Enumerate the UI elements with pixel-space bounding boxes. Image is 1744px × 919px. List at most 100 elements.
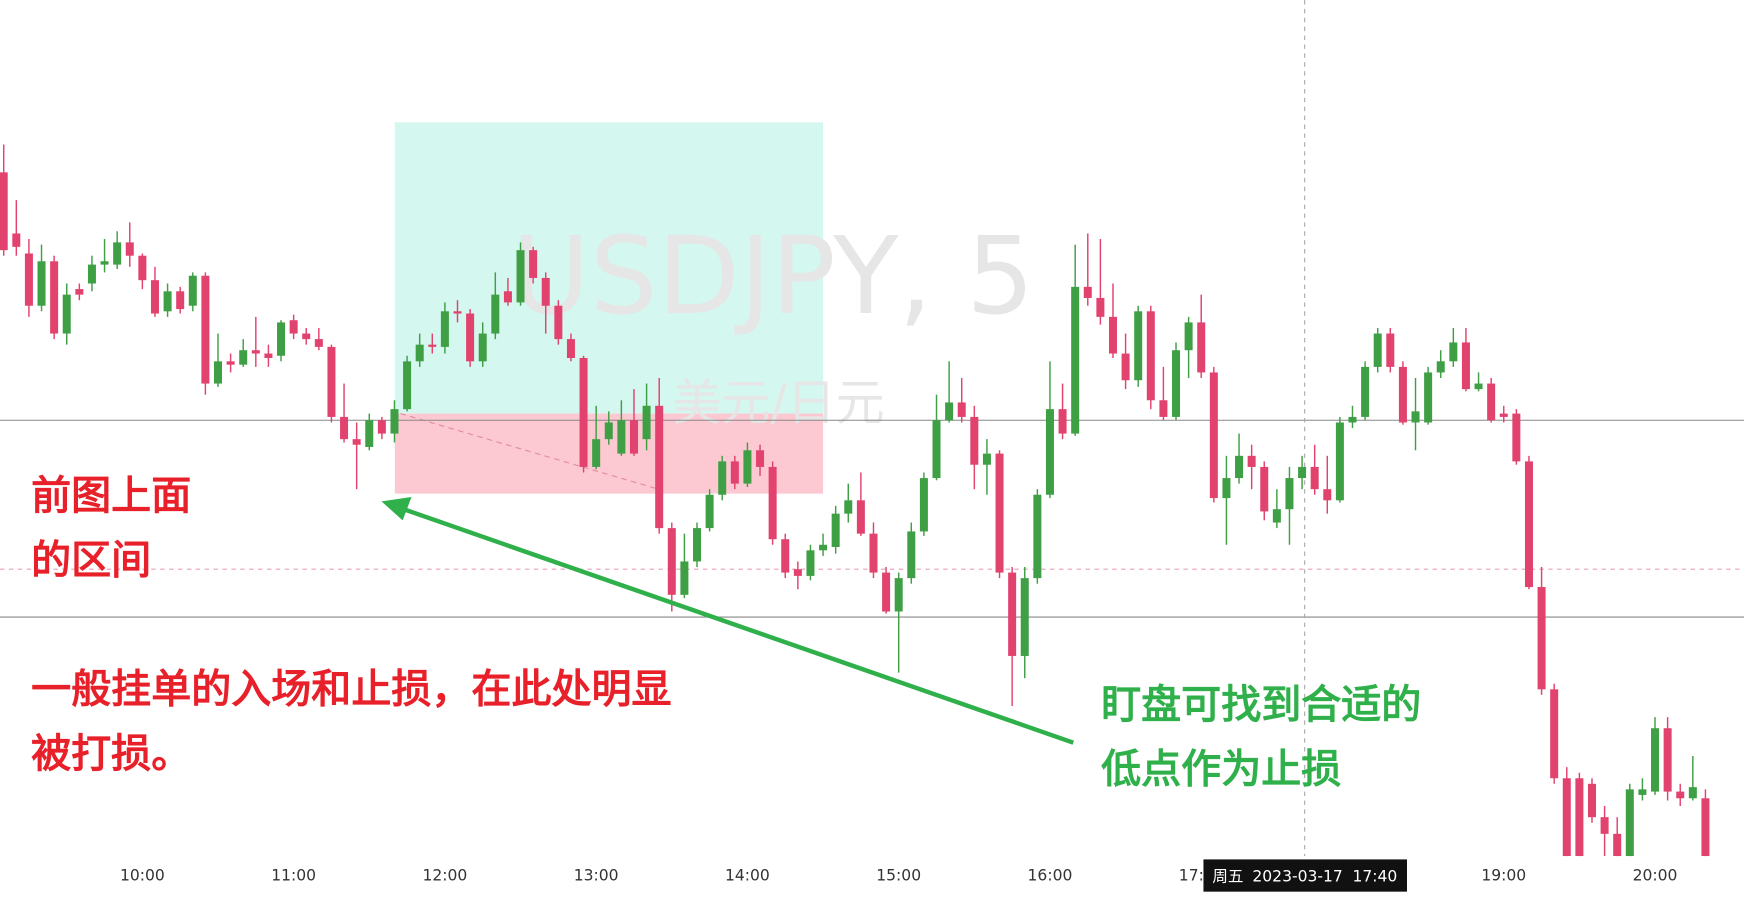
candle-body (37, 261, 46, 306)
crosshair-day: 周五 (1212, 868, 1243, 886)
candle-body (264, 353, 273, 358)
candle-body (1247, 455, 1256, 467)
position-line (400, 413, 659, 490)
candle-body (277, 322, 286, 356)
candle-body (894, 578, 903, 612)
candle-body (1638, 789, 1647, 795)
candle-body (1222, 478, 1231, 499)
x-tick-label: 13:00 (574, 867, 619, 885)
x-tick-label: 10:00 (120, 867, 165, 885)
candle-body (1071, 286, 1080, 434)
x-axis: 10:00 11:00 12:00 13:00 14:00 15:00 16:00 17:00… (120, 867, 1677, 885)
candle-body (491, 294, 500, 334)
candles (0, 144, 1710, 857)
candle-body (667, 528, 676, 595)
x-tick-label: 20:00 (1633, 867, 1678, 885)
candle-body (1172, 350, 1181, 417)
candle-body (289, 320, 298, 334)
candle-body (1587, 783, 1596, 818)
candle-body (1373, 333, 1382, 367)
candle-body (1361, 366, 1370, 417)
candle-body (693, 528, 702, 562)
candle-body (1096, 297, 1105, 317)
candle-body (1235, 455, 1244, 479)
x-tick-label: 16:00 (1028, 867, 1073, 885)
annotation: 一般挂单的入场和止损，在此处明显 (31, 667, 671, 713)
annotation: 前图上面 (31, 473, 191, 519)
candle-body (428, 344, 437, 347)
candle-body (1398, 366, 1407, 423)
candle-body (226, 361, 235, 365)
candle-body (1676, 791, 1685, 799)
watermark: USDJPY, 5 (512, 215, 1035, 339)
candle-body (882, 572, 891, 612)
candle-body (466, 313, 475, 362)
candle-body (705, 494, 714, 529)
candle-body (1499, 413, 1508, 417)
candle-body (138, 255, 147, 281)
candle-body (592, 439, 601, 467)
candle-body (970, 416, 979, 465)
crosshair-date: 2023-03-17 (1252, 868, 1342, 886)
candle-body (1083, 286, 1092, 298)
candle-body (566, 339, 575, 358)
candle-body (1688, 787, 1697, 799)
candle-body (150, 280, 159, 314)
candle-body (945, 402, 954, 421)
candle-body (239, 350, 248, 365)
candle-body (1663, 728, 1672, 792)
candle-body (365, 420, 374, 447)
candle-body (768, 466, 777, 540)
candle-body (213, 361, 223, 384)
candle-body (87, 264, 96, 284)
candle-body (1008, 572, 1017, 656)
candle-body (856, 500, 865, 534)
candle-body (1020, 578, 1029, 656)
candle-body (642, 405, 651, 440)
x-tick-label: 19:00 (1481, 867, 1526, 885)
candle-body (730, 461, 739, 484)
annotation: 被打损。 (31, 731, 191, 777)
target-zone (394, 122, 824, 414)
candle-body (176, 291, 185, 310)
candle-body (1197, 322, 1206, 373)
candle-body (907, 531, 916, 579)
candle-body (1474, 383, 1483, 390)
candle-body (1461, 342, 1470, 390)
candle-body (793, 569, 802, 576)
candle-body (957, 402, 966, 417)
candle-body (1260, 466, 1269, 512)
candle-body (251, 350, 260, 354)
annotation: 低点作为止损 (1101, 747, 1341, 793)
candle-body (1298, 466, 1307, 479)
candle-body (1121, 353, 1130, 381)
candle-body (743, 450, 752, 484)
candle-body (100, 261, 109, 265)
candle-body (1613, 833, 1622, 857)
candle-body (1045, 409, 1054, 495)
arrow-head (381, 496, 412, 521)
candle-body (982, 453, 991, 465)
candle-body (1058, 409, 1067, 434)
candle-body (1134, 311, 1143, 381)
crosshair-label-box (1203, 859, 1407, 892)
candle-body (1348, 416, 1357, 423)
candle-body (1411, 411, 1420, 423)
candle-body (529, 250, 538, 278)
candle-body (1323, 489, 1332, 501)
candle-body (327, 346, 336, 417)
candle-body (1575, 778, 1584, 857)
candle-body (24, 253, 33, 306)
candle-body (629, 420, 638, 454)
candle-body (75, 289, 84, 295)
candle-body (1701, 798, 1710, 857)
candle-body (390, 409, 399, 434)
candle-body (125, 242, 134, 256)
candle-body (1272, 509, 1281, 523)
candle-body (1108, 316, 1117, 354)
candle-body (478, 333, 487, 362)
candle-body (1625, 789, 1634, 857)
candle-body (352, 439, 361, 445)
